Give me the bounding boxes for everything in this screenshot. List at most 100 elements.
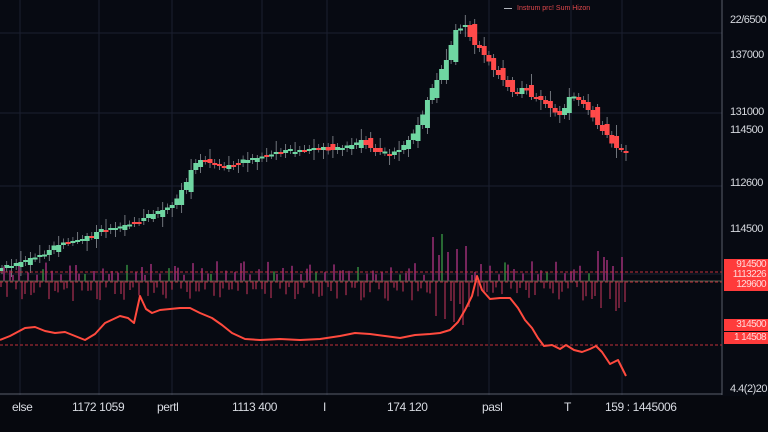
volume-bar [249,274,251,281]
volume-bar [3,266,5,281]
volume-bar [339,270,341,281]
volume-bar [450,281,452,301]
volume-bar [372,270,374,281]
candle-body [434,80,440,98]
volume-bar [543,281,545,289]
candle-body [70,241,76,243]
volume-bar [51,270,53,281]
volume-bar [351,281,353,288]
volume-bar [57,281,59,293]
candle-body [481,46,487,55]
volume-bar [621,257,623,281]
candle-body [618,148,624,150]
candle-body [79,239,85,241]
volume-bar [465,246,467,281]
candle-body [401,145,407,150]
volume-bar [183,274,185,281]
volume-bar [159,273,161,281]
candle-body [576,97,582,100]
candle-body [453,30,459,62]
candle-body [98,229,104,232]
candle-body [368,138,374,148]
price-axis-tick: 114500 [730,124,763,136]
volume-bar [606,260,608,281]
volume-bar [60,274,62,281]
volume-bar [261,281,263,290]
chart-legend: Instrum prc! Sum Hizon [504,5,590,12]
price-tag: 1113226 [724,269,768,281]
candle-body [254,158,260,162]
volume-bar [273,271,275,281]
volume-bar [108,274,110,281]
candle-body [278,152,284,154]
volume-bar [429,281,431,294]
time-axis-label: I [323,400,326,414]
volume-bar [294,281,296,300]
price-axis-tick: 114500 [730,223,763,235]
volume-bar [309,264,311,281]
volume-bar [537,274,539,281]
candle-body [410,133,416,140]
volume-bar [102,268,104,281]
candle-body [510,80,516,92]
volume-bar [189,281,191,299]
candle-body [131,222,137,224]
volume-bar [222,281,224,289]
candle-body [122,225,128,230]
volume-bar [171,281,173,290]
volume-bar [369,281,371,293]
candle-body [571,96,577,99]
volume-bar [96,281,98,300]
candle-body [155,211,161,214]
volume-bar [480,264,482,281]
candle-body [424,100,430,128]
candle-body [609,135,615,144]
price-axis-tick: 131000 [730,106,764,118]
price-axis-tick: 22/6500 [730,14,767,26]
candle-body [94,232,100,239]
candle-body [311,148,317,150]
volume-bar [585,281,587,297]
volume-bar [225,270,227,281]
candle-body [354,142,360,145]
volume-bar [576,281,578,288]
volume-bar [516,281,518,294]
volume-bar [216,261,218,281]
volume-bar [141,267,143,281]
volume-bar [66,281,68,289]
volume-bar [612,266,614,281]
volume-bar [123,281,125,300]
candle-body [268,154,274,157]
volume-bar [426,281,428,293]
candle-body [604,124,610,135]
volume-bar [306,268,308,281]
candle-body [524,88,530,91]
candle-body [306,149,312,151]
volume-bar [555,261,557,281]
candle-body [292,152,298,154]
candle-body [146,214,152,218]
volume-bar [144,274,146,281]
time-axis-label: 174 120 [387,400,428,414]
volume-bar [528,281,530,298]
volume-bar [378,281,380,290]
volume-bar [177,267,179,281]
candle-body [169,205,175,208]
volume-bar [618,281,620,308]
candle-body [566,97,572,113]
volume-bar [423,274,425,281]
candle-body [108,228,114,230]
price-axis-tick: 137000 [730,49,764,61]
volume-bar [81,281,83,291]
candle-body [164,207,170,210]
volume-bar [63,281,65,290]
volume-bar [546,271,548,281]
candle-body [396,150,402,152]
volume-bar [75,265,77,281]
volume-bar [558,281,560,300]
candle-body [562,108,568,115]
candle-body [429,88,435,100]
volume-bar [126,264,128,281]
